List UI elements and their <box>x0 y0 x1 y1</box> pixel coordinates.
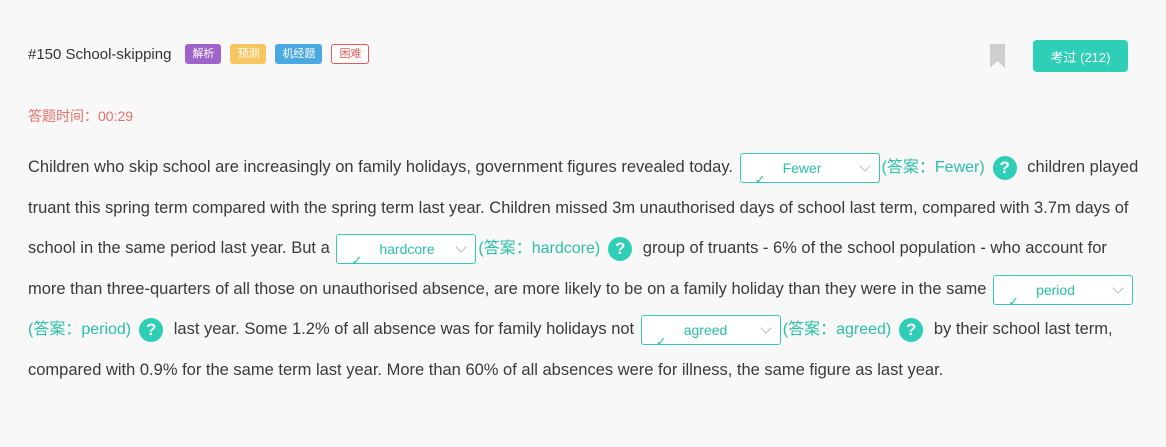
blank-select-2[interactable]: ✓ hardcore <box>336 233 477 268</box>
blank-select-3[interactable]: ✓ period <box>993 274 1134 309</box>
passage-segment: Children who skip school are increasingl… <box>28 158 733 176</box>
answer-text: (答案：Fewer) <box>881 159 985 176</box>
blank-value: agreed <box>683 321 728 338</box>
check-icon: ✓ <box>1008 293 1019 309</box>
question-header: #150 School-skipping 解析 预测 机经题 困难 <box>28 44 378 64</box>
answer-text: (答案：period) <box>28 321 132 338</box>
tag-difficulty: 困难 <box>331 44 370 64</box>
chevron-down-icon <box>760 321 772 334</box>
check-icon: ✓ <box>351 252 363 268</box>
blank-value: hardcore <box>379 240 435 257</box>
help-icon[interactable]: ? <box>608 236 633 261</box>
answer-text: (答案：agreed) <box>782 321 892 338</box>
timer-value: 00:29 <box>98 108 134 124</box>
passed-count-button[interactable]: 考过 (212) <box>1033 40 1128 72</box>
blank-select-1[interactable]: ✓ Fewer <box>739 152 880 187</box>
check-icon: ✓ <box>754 171 766 187</box>
passage-text: Children who skip school are increasingl… <box>28 147 1140 390</box>
bookmark-icon[interactable] <box>990 44 1005 68</box>
answer-text: (答案：hardcore) <box>478 240 601 257</box>
tag-analysis[interactable]: 解析 <box>185 44 222 64</box>
chevron-down-icon <box>858 159 871 172</box>
blank-select-4[interactable]: ✓ agreed <box>640 314 781 349</box>
question-title: #150 School-skipping <box>28 45 172 63</box>
tag-prediction[interactable]: 预测 <box>230 44 267 64</box>
timer-label: 答题时间： <box>28 108 98 124</box>
blank-value: period <box>1036 281 1075 298</box>
help-icon[interactable]: ? <box>992 155 1017 180</box>
passage-segment: children played truant this spring term … <box>28 158 1139 257</box>
answer-timer: 答题时间：00:29 <box>28 106 133 126</box>
help-icon[interactable]: ? <box>139 317 164 342</box>
passage-segment: last year. Some 1.2% of all absence was … <box>173 320 635 338</box>
help-icon[interactable]: ? <box>899 317 924 342</box>
passage-segment: group of truants - 6% of the school popu… <box>28 239 1107 298</box>
tag-exam-question[interactable]: 机经题 <box>275 44 323 64</box>
blank-value: Fewer <box>782 159 822 176</box>
check-icon: ✓ <box>655 333 667 349</box>
chevron-down-icon <box>1112 281 1124 294</box>
passage-segment: by their school last term, compared with… <box>28 320 1113 379</box>
chevron-down-icon <box>455 240 468 253</box>
